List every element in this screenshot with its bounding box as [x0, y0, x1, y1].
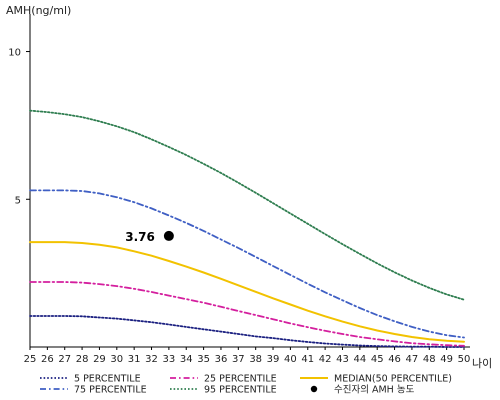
legend-label-4: 95 PERCENTILE: [204, 385, 277, 396]
legend-label-2: MEDIAN(50 PERCENTILE): [334, 374, 452, 385]
x-tick-label: 42: [319, 354, 332, 365]
x-tick-label: 35: [197, 354, 210, 365]
x-tick-label: 40: [284, 354, 297, 365]
y-tick-label: 5: [15, 195, 21, 206]
x-tick-label: 26: [41, 354, 54, 365]
patient-amh-point: [163, 230, 174, 241]
x-tick-label: 34: [180, 354, 193, 365]
legend-label-1: 25 PERCENTILE: [204, 374, 277, 385]
x-tick-label: 47: [406, 354, 419, 365]
x-tick-label: 46: [388, 354, 401, 365]
x-tick-label: 32: [145, 354, 158, 365]
chart-legend: 5 PERCENTILE 25 PERCENTILE MEDIAN(50 PERCE…: [40, 374, 452, 396]
x-tick-label: 39: [267, 354, 280, 365]
legend-point-marker: [310, 385, 318, 393]
legend-point-label: 수진자의 AMH 농도: [334, 385, 415, 396]
series-line-4: [29, 109, 465, 301]
y-tick-label: 10: [8, 48, 21, 59]
legend-label-0: 5 PERCENTILE: [74, 374, 141, 385]
x-tick-label: 50: [458, 354, 471, 365]
x-tick-label: 29: [93, 354, 106, 365]
x-tick-label: 45: [371, 354, 384, 365]
series-line-0: [29, 315, 465, 348]
x-tick-label: 44: [353, 354, 366, 365]
y-axis-title: AMH(ng/ml): [6, 4, 71, 17]
x-axis-title: 나이: [472, 357, 492, 370]
x-tick-label: 38: [249, 354, 262, 365]
legend-label-3: 75 PERCENTILE: [74, 385, 147, 396]
x-ticks: 25 26 27 28 29 30 31 32 33 34 35 36 37 38 39 40 41 42 43 44…: [24, 347, 471, 365]
x-tick-label: 49: [440, 354, 453, 365]
chart-axes: [29, 14, 470, 348]
series-line-3: [29, 189, 465, 339]
x-tick-label: 31: [128, 354, 141, 365]
series-layer: [29, 109, 465, 348]
x-tick-label: 36: [215, 354, 228, 365]
x-tick-label: 30: [110, 354, 123, 365]
x-tick-label: 25: [24, 354, 37, 365]
y-ticks: 5 10: [8, 48, 30, 206]
x-tick-label: 33: [163, 354, 176, 365]
annotation-layer: 3.76: [125, 230, 174, 244]
series-line-1: [29, 281, 465, 347]
x-tick-label: 28: [76, 354, 89, 365]
x-tick-label: 48: [423, 354, 436, 365]
series-line-2: [29, 241, 465, 343]
x-tick-label: 27: [58, 354, 71, 365]
patient-amh-value-label: 3.76: [125, 230, 155, 244]
x-tick-label: 41: [301, 354, 314, 365]
x-tick-label: 43: [336, 354, 349, 365]
x-tick-label: 37: [232, 354, 245, 365]
